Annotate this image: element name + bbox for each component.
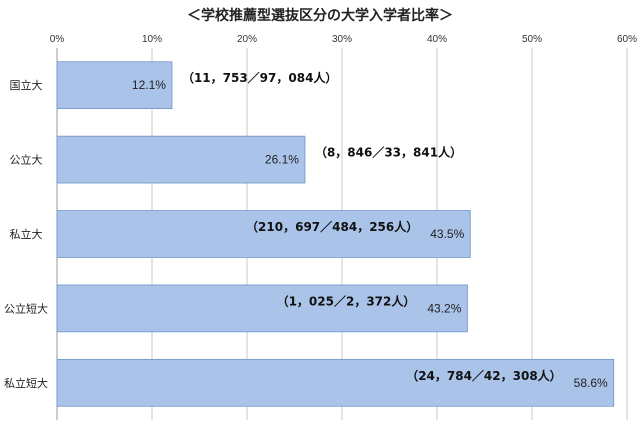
x-tick-label: 30%: [332, 34, 352, 45]
category-label: 公立短大: [4, 301, 48, 315]
bars: [56, 61, 615, 407]
category-label: 私立大: [10, 227, 43, 241]
bar-1: [56, 135, 306, 184]
x-tick-label: 20%: [237, 34, 257, 45]
value-label: 43.2%: [427, 301, 461, 315]
bar-4: [56, 358, 615, 407]
count-annotation: （11，753／97，084人）: [182, 70, 338, 85]
x-tick-label: 0%: [50, 34, 65, 45]
count-annotation: （8，846／33，841人）: [315, 145, 462, 160]
category-label: 公立大: [10, 153, 43, 167]
x-axis-ticks: 0% 10% 20% 30% 40% 50% 60%: [50, 34, 637, 45]
value-label: 43.5%: [430, 227, 464, 241]
category-label: 私立短大: [4, 376, 48, 390]
value-label: 12.1%: [132, 78, 166, 92]
labels: 国立大 12.1% （11，753／97，084人） 公立大 26.1% （8，846／3…: [4, 70, 608, 390]
count-annotation: （1，025／2，372人）: [277, 293, 416, 308]
x-tick-label: 50%: [522, 34, 542, 45]
count-annotation: （24，784／42，308人）: [406, 368, 562, 383]
x-tick-label: 60%: [617, 34, 637, 45]
x-tick-label: 40%: [427, 34, 447, 45]
bar-3: [56, 284, 468, 333]
chart-title: ＜学校推薦型選抜区分の大学入学者比率＞: [187, 7, 453, 24]
x-tick-label: 10%: [142, 34, 162, 45]
value-label: 26.1%: [265, 153, 299, 167]
bar-2: [56, 210, 471, 258]
category-label: 国立大: [10, 78, 43, 92]
bar-0: [56, 61, 173, 110]
count-annotation: （210，697／484，256人）: [246, 219, 418, 234]
value-label: 58.6%: [574, 376, 608, 390]
